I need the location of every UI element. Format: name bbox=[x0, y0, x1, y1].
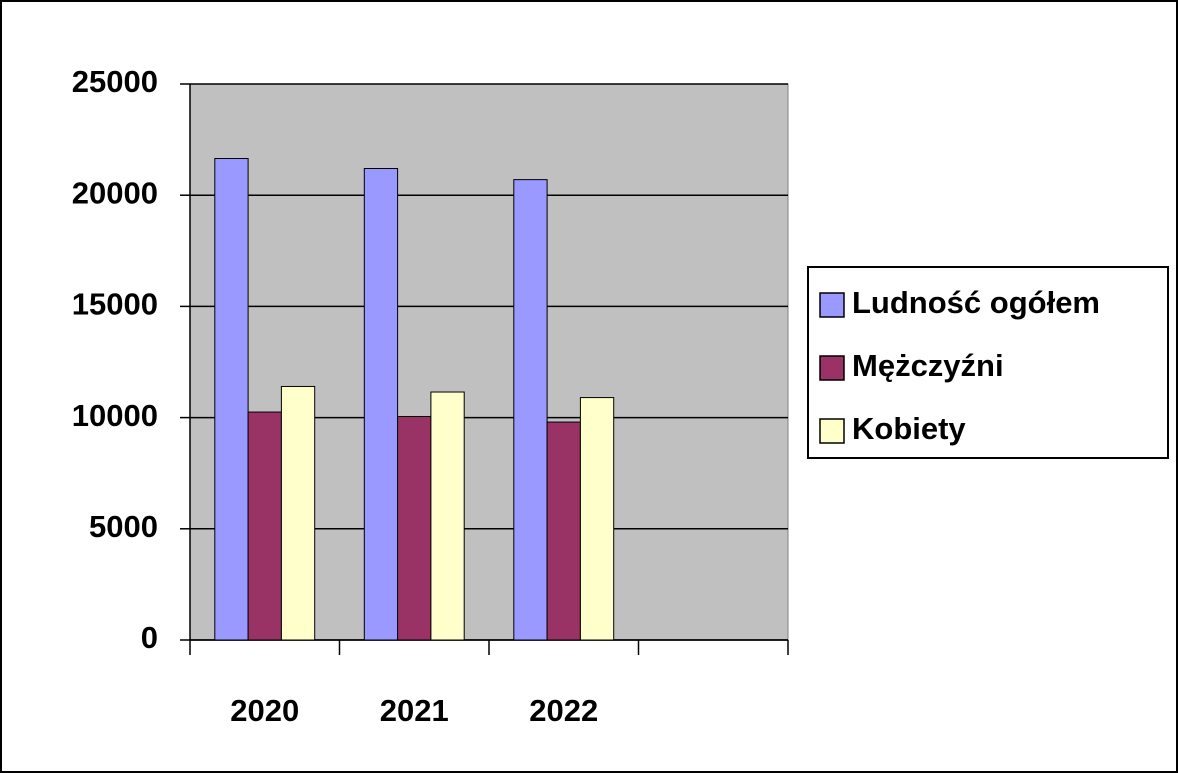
x-tick-label: 2021 bbox=[380, 693, 449, 728]
x-tick-label: 2020 bbox=[230, 693, 299, 728]
y-tick-label: 20000 bbox=[72, 175, 158, 210]
y-tick-label: 25000 bbox=[72, 64, 158, 99]
bar bbox=[430, 391, 465, 641]
legend-label: Ludność ogółem bbox=[852, 285, 1100, 320]
y-tick-label: 0 bbox=[141, 620, 158, 655]
bar bbox=[513, 179, 548, 641]
bar bbox=[280, 385, 316, 641]
bar bbox=[546, 421, 581, 641]
y-tick-label: 10000 bbox=[72, 398, 158, 433]
legend-label: Kobiety bbox=[852, 411, 966, 446]
bar bbox=[214, 158, 249, 641]
legend-box bbox=[807, 266, 1169, 459]
x-tick-label: 2022 bbox=[529, 693, 598, 728]
legend-label: Mężczyźni bbox=[852, 348, 1004, 383]
bar bbox=[579, 397, 615, 641]
legend-swatch bbox=[819, 355, 845, 381]
legend-swatch bbox=[819, 418, 845, 444]
bar bbox=[363, 168, 399, 641]
bar bbox=[247, 411, 282, 641]
bar bbox=[397, 415, 432, 641]
y-tick-label: 15000 bbox=[72, 287, 158, 322]
legend-swatch bbox=[819, 292, 845, 318]
y-tick-label: 5000 bbox=[89, 509, 158, 544]
